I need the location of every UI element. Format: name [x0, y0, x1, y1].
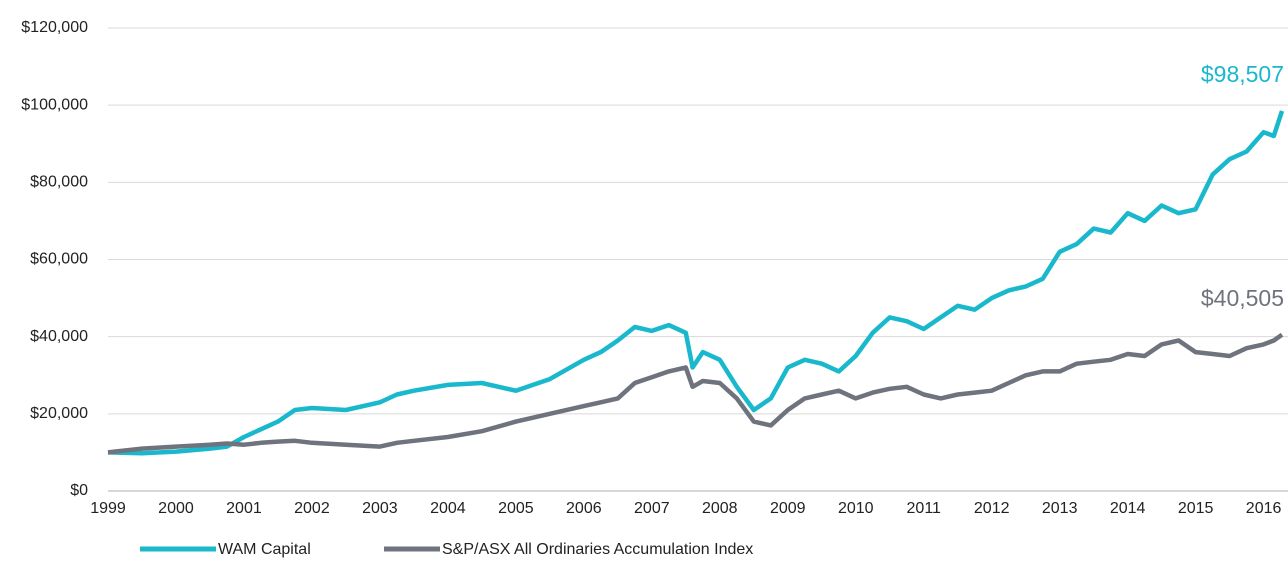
y-tick-label: $80,000 — [30, 174, 88, 191]
end-label: $40,505 — [1201, 285, 1284, 311]
y-tick-label: $60,000 — [30, 251, 88, 268]
x-tick-label: 1999 — [90, 500, 126, 517]
x-tick-label: 2002 — [294, 500, 330, 517]
x-tick-label: 2011 — [907, 500, 942, 517]
line-series — [107, 110, 1285, 456]
line-series — [107, 332, 1284, 455]
x-tick-label: 2007 — [634, 500, 670, 517]
x-tick-label: 2005 — [498, 500, 534, 517]
x-tick-label: 2008 — [702, 500, 738, 517]
legend-label: S&P/ASX All Ordinaries Accumulation Inde… — [442, 541, 753, 558]
x-tick-label: 2009 — [770, 500, 806, 517]
y-tick-label: $100,000 — [21, 96, 88, 113]
x-tick-label: 2014 — [1110, 500, 1146, 517]
y-tick-label: $120,000 — [21, 19, 88, 36]
x-tick-label: 2010 — [838, 500, 874, 517]
y-tick-label: $20,000 — [30, 405, 88, 422]
x-tick-label: 2001 — [226, 500, 262, 517]
x-tick-label: 2013 — [1042, 500, 1078, 517]
y-tick-label: $0 — [70, 482, 88, 499]
x-tick-label: 2006 — [566, 500, 602, 517]
legend-label: WAM Capital — [218, 541, 311, 558]
x-tick-label: 2004 — [430, 500, 466, 517]
x-tick-label: 2003 — [362, 500, 398, 517]
y-tick-label: $40,000 — [30, 328, 88, 345]
x-tick-label: 2000 — [158, 500, 194, 517]
end-label: $98,507 — [1201, 61, 1284, 87]
x-tick-label: 2012 — [974, 500, 1010, 517]
x-tick-label: 2016 — [1246, 500, 1282, 517]
x-tick-label: 2015 — [1178, 500, 1214, 517]
